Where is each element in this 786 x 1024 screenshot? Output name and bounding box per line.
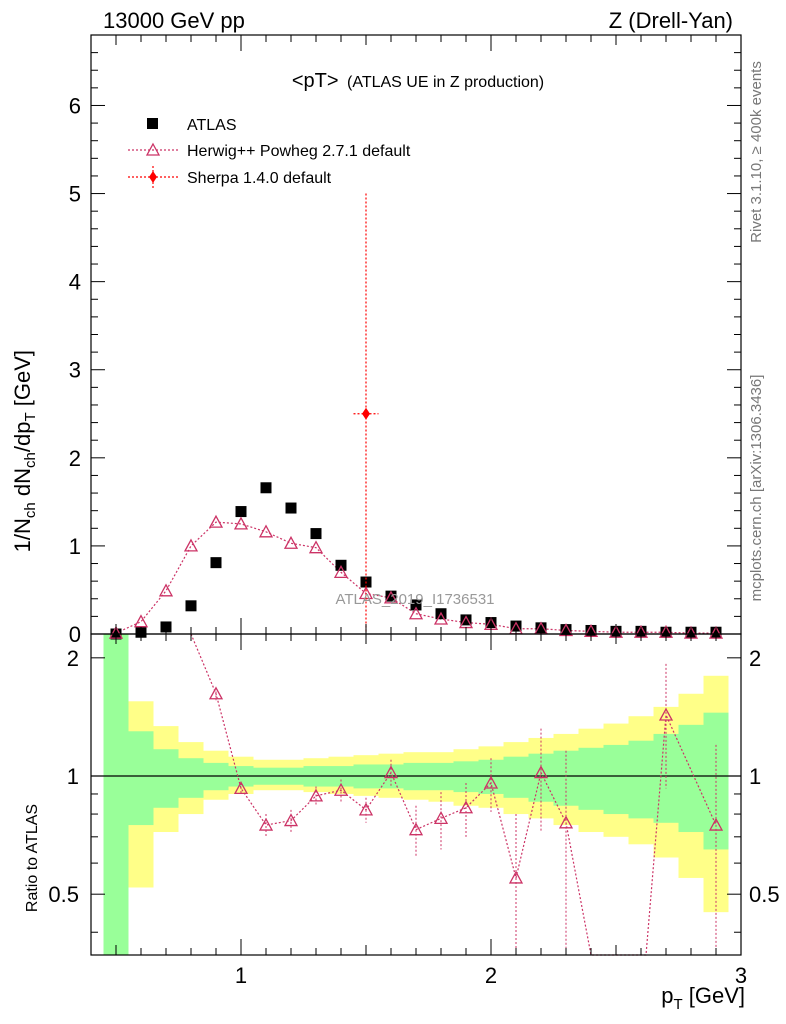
main-y-tick-label: 1: [69, 534, 81, 559]
main-y-tick-label: 4: [69, 270, 81, 295]
herwig-ratio-point: [233, 781, 249, 795]
analysis-watermark: ATLAS_2019_I1736531: [335, 591, 494, 608]
ratio-y-tick-label-right: 0.5: [749, 882, 780, 907]
herwig-ratio-point: [508, 870, 524, 884]
legend-sherpa-marker: [149, 171, 157, 183]
herwig-ratio-point: [383, 765, 399, 779]
herwig-line: [115, 521, 716, 634]
ratio-y-tick-label-right: 1: [749, 764, 761, 789]
herwig-ratio-point: [258, 817, 274, 831]
herwig-point: [383, 590, 399, 604]
axes: 0 1 2 3 4 5 6 1 2 3 0.5 0.5 1 1 2 2: [48, 34, 780, 988]
atlas-point: [410, 599, 422, 611]
legend-atlas-label: ATLAS: [187, 117, 237, 134]
ratio-y-tick-label: 2: [67, 646, 79, 671]
herwig-point: [308, 540, 324, 554]
herwig-point: [283, 535, 299, 549]
x-tick-label: 2: [485, 963, 497, 988]
herwig-point: [258, 524, 274, 538]
main-y-axis-title: 1/Nch dNch/dpT [GeV]: [10, 350, 39, 552]
atlas-point: [460, 614, 472, 626]
herwig-point: [183, 538, 199, 552]
herwig-point: [158, 583, 174, 597]
band-inner-bin: [653, 733, 679, 823]
band-inner-bin: [578, 747, 604, 810]
herwig-ratio-point: [708, 817, 724, 831]
ratio-y-tick-label: 1: [67, 764, 79, 789]
atlas-point: [285, 502, 297, 514]
atlas-point: [260, 482, 272, 494]
herwig-ratio-point: [458, 800, 474, 814]
legend-herwig-label: Herwig++ Powheg 2.7.1 default: [187, 143, 411, 160]
main-y-tick-label: 6: [69, 93, 81, 118]
herwig-ratio-point: [483, 775, 499, 789]
main-y-tick-label: 3: [69, 358, 81, 383]
band-inner-bin: [103, 634, 129, 955]
herwig-ratio-point: [283, 813, 299, 827]
main-y-tick-label: 2: [69, 446, 81, 471]
herwig-point: [433, 611, 449, 625]
herwig-ratio-point: [658, 707, 674, 721]
plot-title-main: <pT>: [292, 70, 339, 92]
band-inner-bin: [503, 756, 529, 798]
x-tick-label: 1: [235, 963, 247, 988]
main-panel: [108, 193, 724, 640]
herwig-point: [208, 514, 224, 528]
herwig-ratio-point: [558, 815, 574, 829]
legend: ATLAS Herwig++ Powheg 2.7.1 default Sher…: [128, 117, 411, 188]
herwig-ratio-point: [408, 822, 424, 836]
herwig-point: [233, 516, 249, 530]
atlas-point: [210, 557, 222, 569]
atlas-point: [160, 621, 172, 633]
herwig-point: [333, 564, 349, 578]
atlas-point: [310, 528, 322, 540]
plot-title: <pT> (ATLAS UE in Z production): [292, 70, 544, 92]
herwig-ratio-point: [208, 686, 224, 700]
band-inner-bin: [628, 740, 654, 819]
atlas-point: [185, 600, 197, 612]
herwig-ratio-point: [333, 782, 349, 796]
header-left: 13000 GeV pp: [103, 8, 245, 33]
legend-sherpa-label: Sherpa 1.4.0 default: [187, 170, 332, 187]
ratio-uncertainty-bands: [103, 634, 729, 955]
atlas-point: [235, 506, 247, 518]
herwig-ratio-point: [533, 765, 549, 779]
ratio-panel: [91, 633, 741, 956]
herwig-ratio-point: [308, 788, 324, 802]
x-axis-title: pT [GeV]: [661, 983, 745, 1013]
atlas-point: [510, 620, 522, 632]
ratio-y-tick-label: 0.5: [48, 882, 79, 907]
herwig-ratio-line: [190, 633, 717, 956]
main-y-tick-label: 0: [69, 622, 81, 647]
herwig-point: [408, 606, 424, 620]
main-y-tick-label: 5: [69, 182, 81, 207]
sherpa-point: [362, 407, 370, 420]
ratio-y-tick-label-right: 2: [749, 646, 761, 671]
mcplots-label: mcplots.cern.ch [arXiv:1306.3436]: [748, 375, 765, 602]
x-tick-label: 3: [735, 963, 747, 988]
herwig-ratio-point: [358, 802, 374, 816]
band-inner-bin: [678, 724, 704, 833]
herwig-point: [133, 614, 149, 628]
rivet-label: Rivet 3.1.10, ≥ 400k events: [748, 61, 765, 243]
band-inner-bin: [153, 749, 179, 808]
ratio-y-axis-title: Ratio to ATLAS: [24, 804, 41, 912]
herwig-ratio-point: [433, 811, 449, 825]
legend-atlas-marker: [147, 118, 158, 129]
band-inner-bin: [128, 731, 154, 826]
band-inner-bin: [453, 761, 479, 793]
legend-herwig-marker: [145, 142, 161, 156]
band-inner-bin: [178, 758, 204, 798]
band-inner-bin: [603, 744, 629, 815]
header-right: Z (Drell-Yan): [609, 8, 733, 33]
atlas-point: [385, 590, 397, 602]
plot-title-sub: (ATLAS UE in Z production): [347, 74, 544, 91]
